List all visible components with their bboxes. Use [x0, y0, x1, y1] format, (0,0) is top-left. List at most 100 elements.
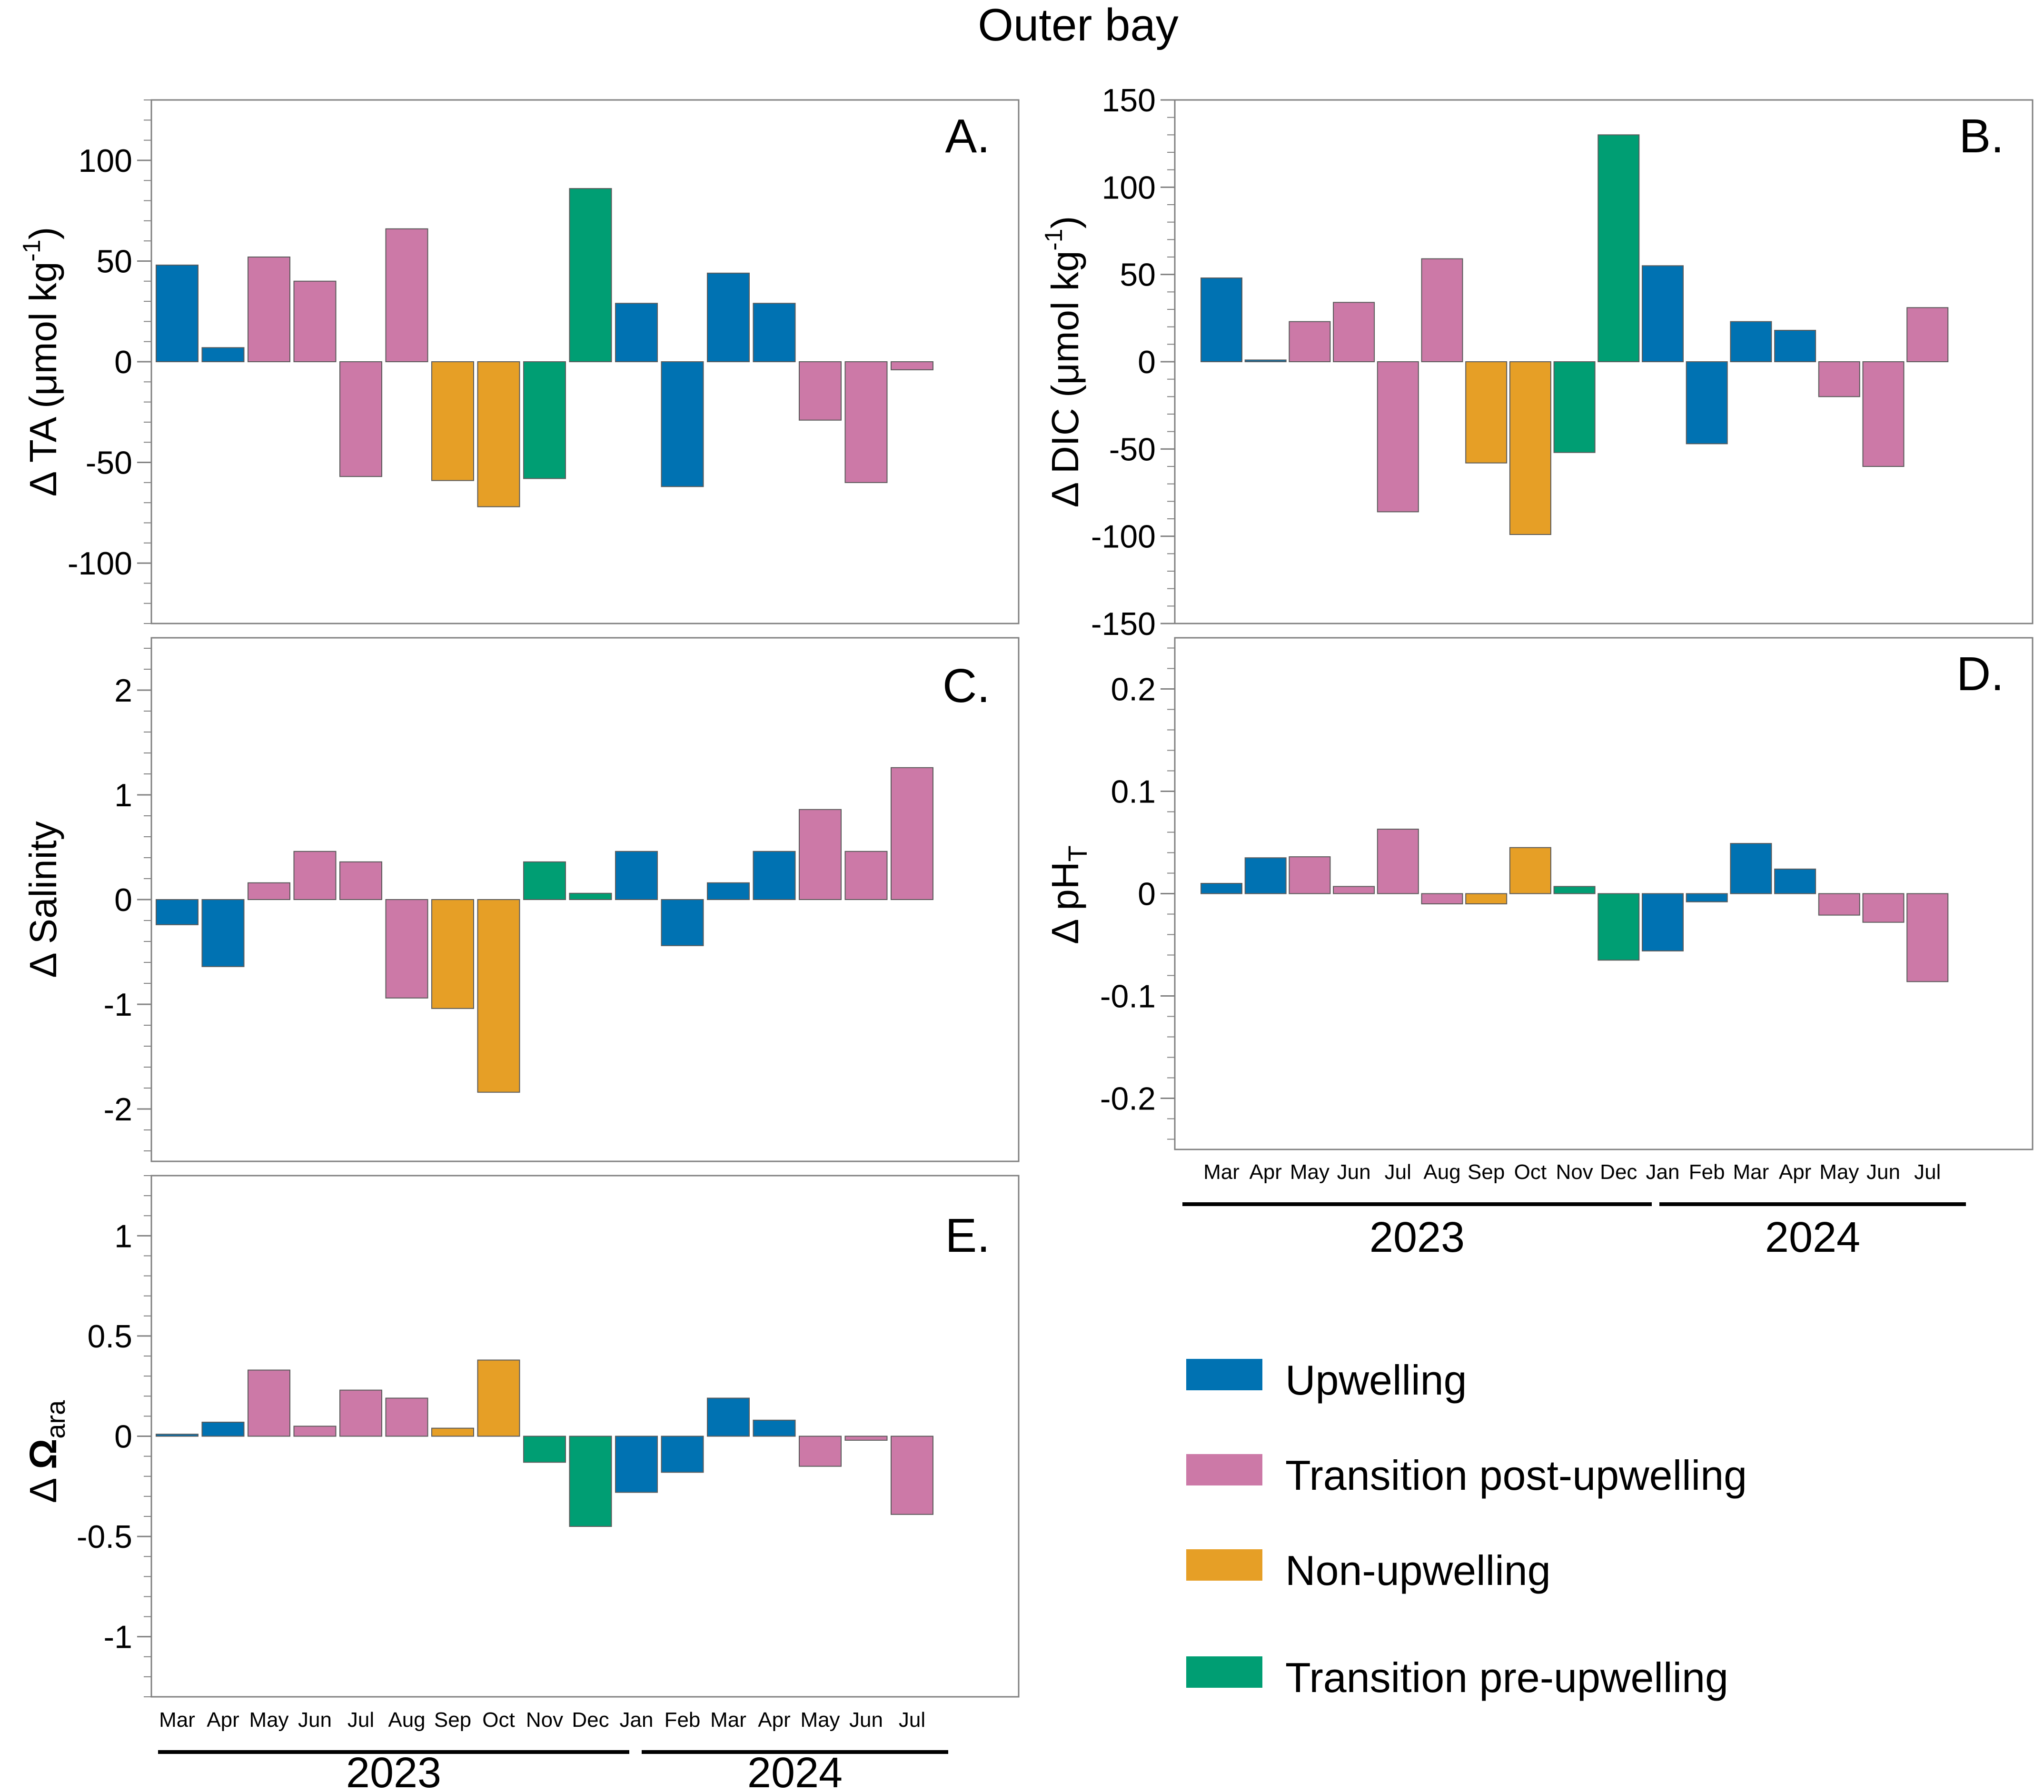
- bar-sep-6: [431, 361, 474, 481]
- y-tick-label: -50: [1109, 431, 1156, 467]
- bar-nov-8: [523, 361, 566, 479]
- month-label: Jun: [298, 1708, 332, 1732]
- month-label: Mar: [159, 1708, 195, 1732]
- y-tick-label: 0: [1138, 344, 1156, 380]
- legend-swatch-transition_post: [1186, 1454, 1262, 1485]
- bar-jul-4: [1377, 361, 1419, 513]
- bar-nov-8: [523, 1436, 566, 1463]
- month-label: May: [1290, 1160, 1330, 1184]
- legend-label-upwelling: Upwelling: [1285, 1356, 1467, 1404]
- bar-apr-13: [753, 851, 796, 901]
- bar-aug-5: [385, 899, 428, 999]
- month-label: Apr: [758, 1708, 790, 1732]
- y-tick-label: 0: [114, 1419, 132, 1455]
- month-label: Nov: [526, 1708, 563, 1732]
- bar-mar-12: [707, 1397, 750, 1437]
- month-label: May: [249, 1708, 288, 1732]
- bar-apr-13: [1774, 330, 1816, 362]
- bar-apr-1: [201, 1422, 245, 1437]
- bar-dec-9: [569, 188, 612, 362]
- panel-label: D.: [1956, 647, 2004, 701]
- y-tick-label: 0.1: [1111, 774, 1156, 810]
- bar-jul-16: [1906, 307, 1949, 362]
- y-axis-label: Δ pHT: [1044, 845, 1092, 944]
- month-label: Jun: [1866, 1160, 1900, 1184]
- bar-jun-15: [844, 1436, 888, 1441]
- bar-mar-12: [707, 882, 750, 901]
- month-label: May: [1819, 1160, 1859, 1184]
- y-tick-label: 1: [114, 1218, 132, 1254]
- month-label: Sep: [434, 1708, 471, 1732]
- month-label: Jul: [1385, 1160, 1411, 1184]
- bar-dec-9: [1597, 134, 1640, 362]
- bar-aug-5: [385, 228, 428, 362]
- bar-may-14: [799, 809, 842, 901]
- bar-jul-4: [339, 361, 382, 477]
- bar-may-14: [1818, 361, 1860, 397]
- y-tick-label: -50: [86, 445, 132, 481]
- bar-jul-4: [1377, 829, 1419, 894]
- year-label: 2023: [1369, 1214, 1465, 1261]
- y-tick-label: 0.5: [87, 1318, 132, 1355]
- bar-jun-3: [1333, 302, 1375, 362]
- figure-title: Outer bay: [978, 0, 1179, 50]
- bar-aug-5: [1421, 258, 1463, 363]
- y-tick-label: 2: [114, 673, 132, 709]
- bar-jun-3: [1333, 886, 1375, 894]
- bar-jul-4: [339, 861, 382, 901]
- bar-dec-9: [1597, 893, 1640, 961]
- month-label: Apr: [1779, 1160, 1811, 1184]
- bar-dec-9: [569, 1436, 612, 1527]
- panel-label: C.: [943, 659, 990, 713]
- y-tick-label: -2: [104, 1091, 132, 1128]
- bar-feb-11: [1686, 893, 1728, 902]
- month-label: Jun: [849, 1708, 883, 1732]
- y-tick-label: -0.5: [77, 1519, 132, 1555]
- month-label: Sep: [1468, 1160, 1505, 1184]
- bar-may-2: [248, 257, 290, 362]
- month-label: Mar: [1733, 1160, 1769, 1184]
- bar-aug-5: [1421, 893, 1463, 904]
- y-tick-label: -150: [1091, 606, 1156, 642]
- bar-feb-11: [1686, 361, 1728, 445]
- y-tick-label: -1: [104, 1619, 132, 1655]
- month-label: Feb: [665, 1708, 701, 1732]
- month-label: May: [800, 1708, 840, 1732]
- bar-may-2: [1289, 321, 1331, 363]
- y-tick-label: -1: [104, 987, 132, 1023]
- bar-nov-8: [523, 861, 566, 901]
- month-label: Jan: [1646, 1160, 1680, 1184]
- bar-oct-7: [1509, 847, 1551, 894]
- month-label: Dec: [1600, 1160, 1637, 1184]
- panel-d: 0.2 0.1 0 -0.1 -0.2 D. Δ pHT Mar Apr May Jun Jul Aug…: [1044, 637, 2034, 1261]
- bar-jul-16: [891, 361, 933, 370]
- bar-mar-12: [1730, 843, 1772, 894]
- panel-e: 1 0.5 0 -0.5 -1 E. Δ Ωara Mar Apr May Jun Jul Aug Sep…: [22, 1175, 1020, 1792]
- bar-sep-6: [1465, 893, 1508, 904]
- panel-label: A.: [945, 109, 990, 163]
- y-axis-label: Δ Ωara: [22, 1400, 70, 1503]
- bar-jun-15: [844, 361, 888, 483]
- bar-nov-8: [1553, 886, 1596, 894]
- bar-may-2: [248, 882, 290, 901]
- bar-feb-11: [661, 1436, 704, 1473]
- month-label: Dec: [572, 1708, 609, 1732]
- y-tick-label: 0: [114, 882, 132, 918]
- panel-b: 150 100 50 0 -50 -100 -150 B. Δ DIC (μmol kg-1): [1040, 82, 2034, 642]
- y-tick-label: 1: [114, 777, 132, 813]
- month-label: Jul: [1914, 1160, 1941, 1184]
- month-label: Mar: [710, 1708, 746, 1732]
- y-tick-label: 0: [1138, 876, 1156, 912]
- month-label: Aug: [1423, 1160, 1460, 1184]
- bar-jun-15: [844, 851, 888, 901]
- month-label: Apr: [1249, 1160, 1281, 1184]
- y-axis-label: Δ DIC (μmol kg-1): [1040, 216, 1086, 508]
- legend: Upwelling Transition post-upwelling Non-up…: [1186, 1356, 1747, 1701]
- bar-apr-13: [753, 1419, 796, 1437]
- y-axis-label: Δ TA (μmol kg-1): [18, 227, 64, 497]
- month-label: Oct: [1514, 1160, 1547, 1184]
- bar-oct-7: [477, 1359, 520, 1437]
- month-label: Jun: [1337, 1160, 1371, 1184]
- bar-mar-12: [1730, 321, 1772, 363]
